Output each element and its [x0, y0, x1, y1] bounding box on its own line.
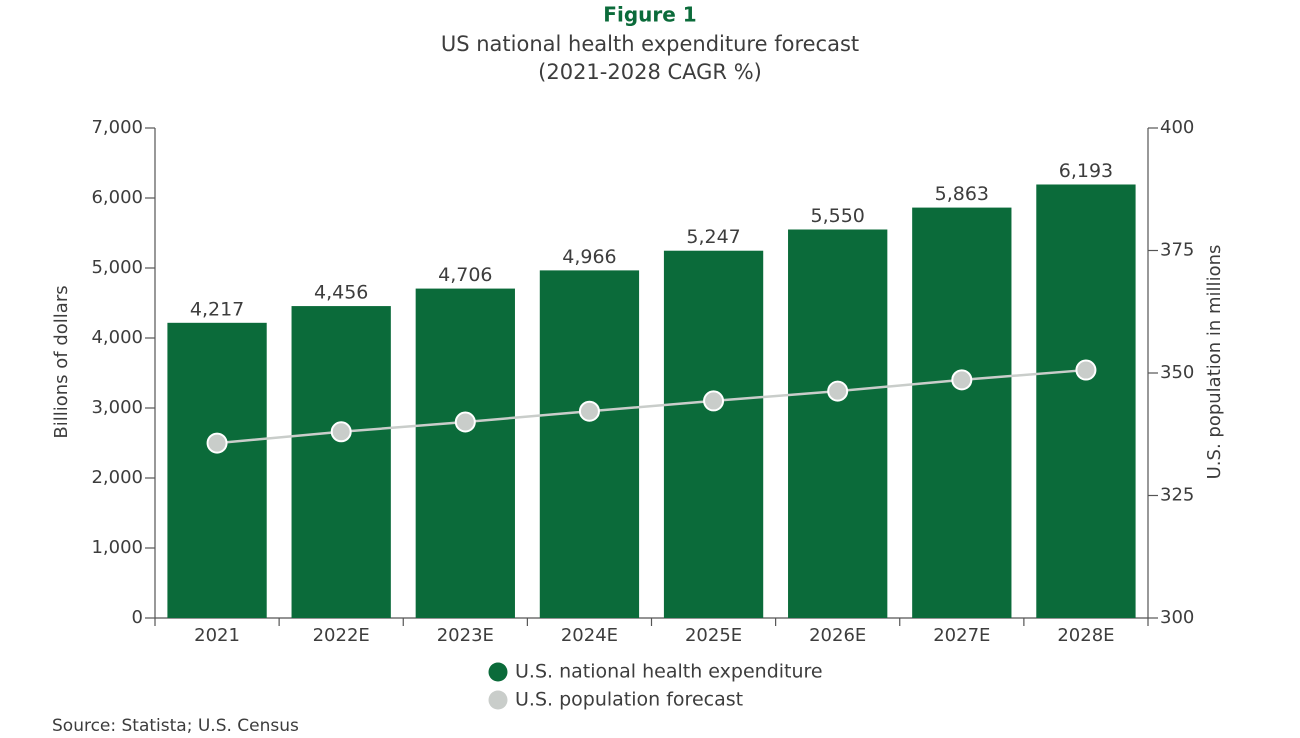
- legend-marker: [488, 662, 508, 682]
- x-tick-label: 2021: [194, 625, 240, 646]
- y2-tick-label: 325: [1160, 485, 1194, 506]
- x-tick-label: 2027E: [933, 625, 990, 646]
- bar: [912, 207, 1012, 618]
- bar: [167, 322, 267, 618]
- data-label: 4,217: [190, 298, 244, 320]
- y-tick-label: 5,000: [91, 257, 143, 278]
- point: [330, 421, 352, 443]
- y2-tick-label: 350: [1160, 362, 1194, 383]
- data-label: 5,247: [686, 226, 740, 248]
- x-tick-label: 2024E: [561, 625, 618, 646]
- y-tick-label: 6,000: [91, 187, 143, 208]
- y-tick-label: 1,000: [91, 537, 143, 558]
- chart-subtitle: (2021-2028 CAGR %): [538, 60, 762, 84]
- data-label: 6,193: [1059, 160, 1113, 182]
- chart-subtitle: US national health expenditure forecast: [441, 32, 859, 56]
- bar: [539, 270, 640, 618]
- data-label: 4,706: [438, 264, 492, 286]
- chart-title: Figure 1: [603, 3, 696, 27]
- data-label: 5,550: [810, 205, 864, 227]
- legend-label: U.S. population forecast: [515, 689, 743, 711]
- x-tick-label: 2023E: [437, 625, 494, 646]
- line: [216, 368, 1087, 445]
- bar: [1036, 184, 1136, 619]
- y2-tick-label: 400: [1160, 117, 1194, 138]
- point: [578, 400, 600, 422]
- y2-axis-title: U.S. population in millions: [1204, 245, 1225, 480]
- bar: [291, 306, 391, 618]
- point: [1075, 359, 1097, 381]
- bar: [415, 288, 515, 618]
- point: [454, 411, 476, 433]
- y-tick-label: 4,000: [91, 327, 143, 348]
- y-tick-label: 0: [132, 607, 143, 628]
- y-tick-label: 3,000: [91, 397, 143, 418]
- y-tick-label: 2,000: [91, 467, 143, 488]
- point: [827, 380, 849, 402]
- point: [951, 369, 973, 391]
- data-label: 4,966: [562, 246, 616, 268]
- x-tick-label: 2028E: [1057, 625, 1114, 646]
- x-tick-label: 2026E: [809, 625, 866, 646]
- x-tick-label: 2025E: [685, 625, 742, 646]
- y-axis-title: Billions of dollars: [51, 285, 72, 438]
- legend-label: U.S. national health expenditure: [515, 661, 823, 683]
- point: [703, 390, 725, 412]
- bar: [788, 229, 888, 618]
- y-tick-label: 7,000: [91, 117, 143, 138]
- data-label: 4,456: [314, 282, 368, 304]
- legend-marker: [488, 690, 508, 710]
- source-note: Source: Statista; U.S. Census: [52, 716, 299, 736]
- bar: [663, 250, 764, 618]
- x-tick-label: 2022E: [313, 625, 370, 646]
- point: [206, 432, 228, 454]
- data-label: 5,863: [935, 183, 989, 205]
- y2-tick-label: 375: [1160, 240, 1194, 261]
- y2-tick-label: 300: [1160, 607, 1194, 628]
